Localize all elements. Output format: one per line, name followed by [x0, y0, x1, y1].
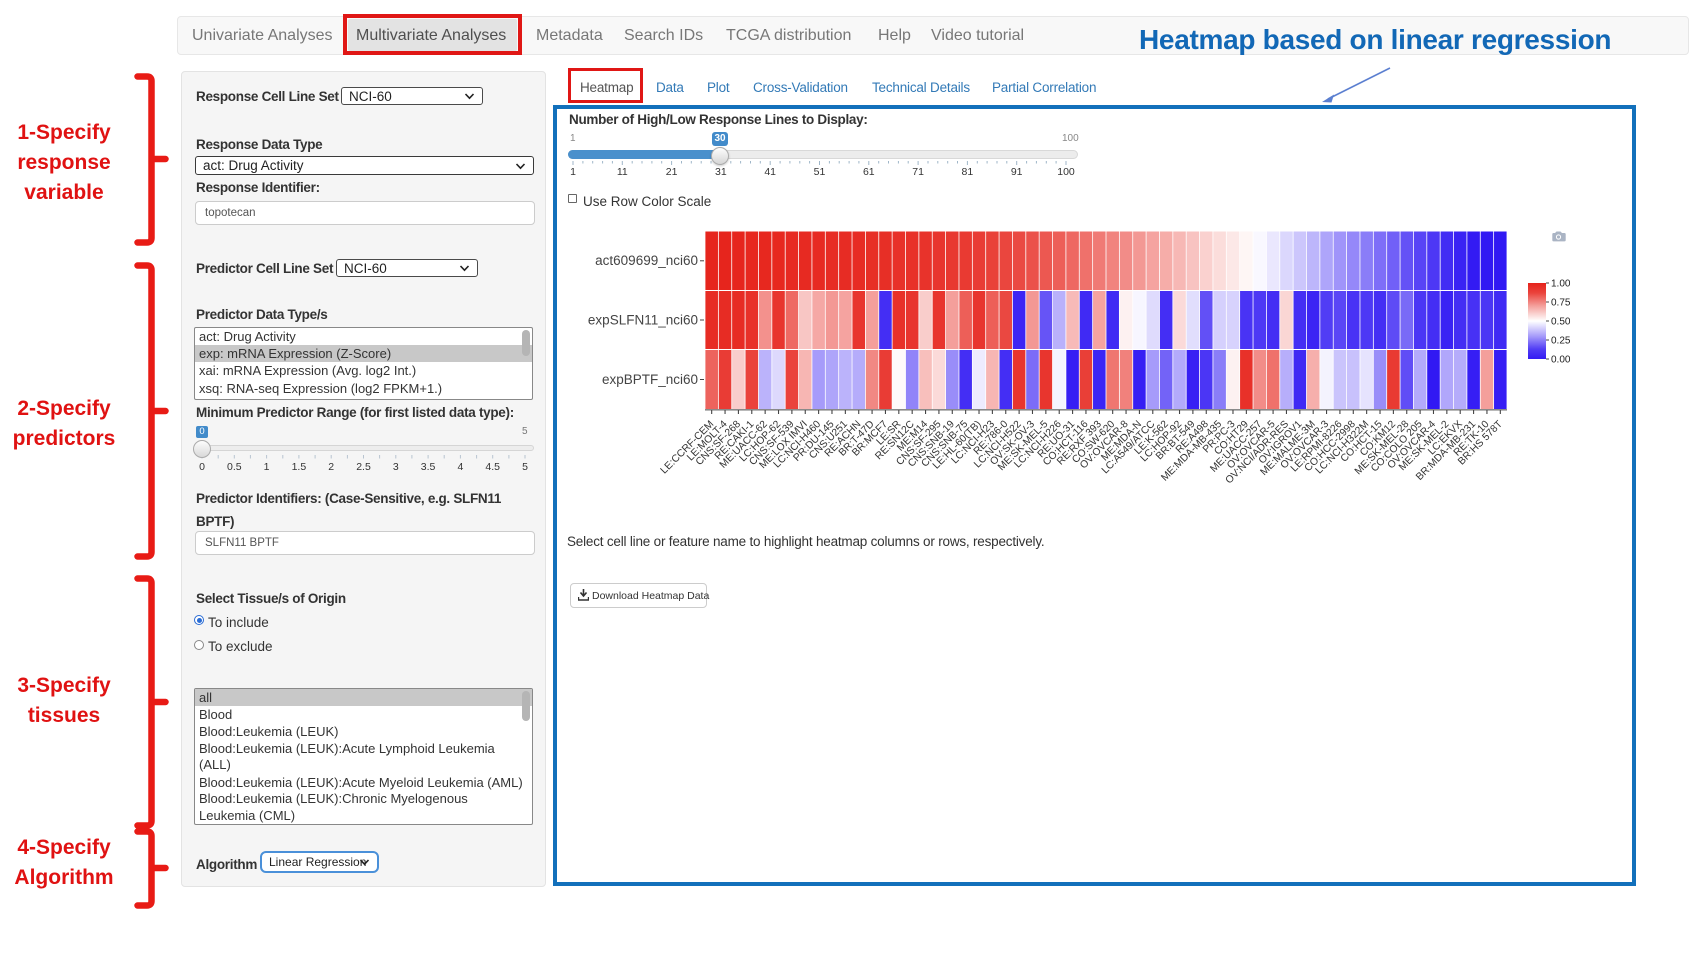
svg-text:0.25: 0.25 — [1551, 336, 1571, 347]
svg-text:expBPTF_nci60: expBPTF_nci60 — [602, 372, 698, 387]
svg-text:0.00: 0.00 — [1551, 355, 1571, 366]
svg-text:act609699_nci60: act609699_nci60 — [595, 253, 698, 268]
svg-text:expSLFN11_nci60: expSLFN11_nci60 — [588, 313, 698, 328]
svg-text:0.50: 0.50 — [1551, 317, 1571, 328]
svg-text:1.00: 1.00 — [1551, 279, 1571, 290]
svg-text:0.75: 0.75 — [1551, 298, 1571, 309]
